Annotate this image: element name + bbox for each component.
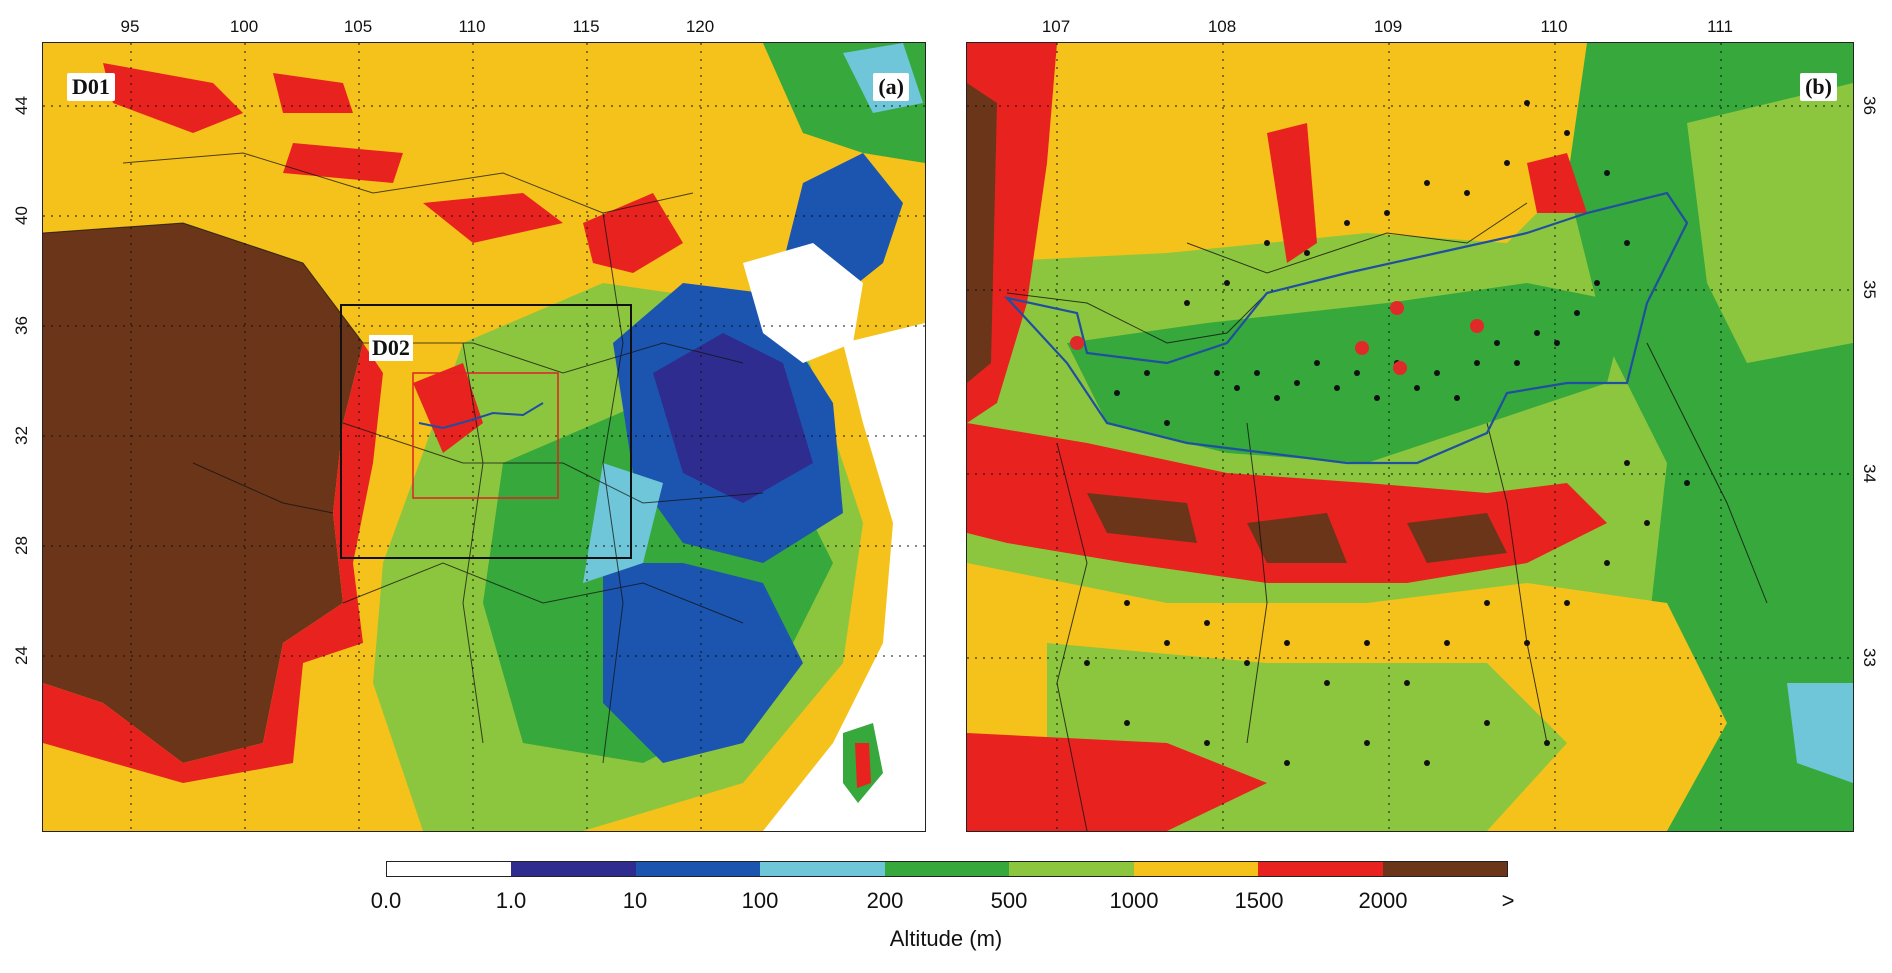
lat-tick-a-5: 28 xyxy=(11,536,31,555)
colorbar-segment xyxy=(1258,862,1383,876)
colorbar-label: 1500 xyxy=(1234,888,1284,913)
colorbar-label: 100 xyxy=(741,888,779,913)
lon-tick-a-4: 110 xyxy=(458,17,486,36)
colorbar-label: 500 xyxy=(990,888,1028,913)
colorbar-segment xyxy=(884,862,1010,876)
colorbar-segment xyxy=(1133,862,1259,876)
domain-label-d02: D02 xyxy=(369,335,413,361)
lon-tick-a-2: 100 xyxy=(229,17,259,36)
colorbar-segment xyxy=(511,862,636,876)
domain-label-d01: D01 xyxy=(67,73,115,101)
colorbar-segment xyxy=(635,862,761,876)
colorbar-segment xyxy=(1009,862,1134,876)
map-panel-b: (b) xyxy=(966,42,1854,832)
lon-tick-b-2: 108 xyxy=(1207,17,1237,36)
colorbar-label: > xyxy=(1501,888,1515,913)
elevation-map-b xyxy=(967,43,1853,831)
colorbar-segment xyxy=(760,862,885,876)
lon-tick-a-6: 120 xyxy=(685,17,715,36)
lat-tick-b-4: 33 xyxy=(1859,648,1879,667)
colorbar-segment xyxy=(1382,862,1507,876)
lat-tick-a-6: 24 xyxy=(11,646,31,665)
colorbar-label: 1.0 xyxy=(495,888,527,913)
colorbar-label: 2000 xyxy=(1358,888,1408,913)
lon-tick-b-3: 109 xyxy=(1373,17,1403,36)
lon-tick-a-5: 115 xyxy=(572,17,600,36)
altitude-colorbar xyxy=(386,861,1508,877)
lat-tick-b-3: 34 xyxy=(1859,464,1879,483)
elevation-map-a xyxy=(43,43,925,831)
lat-tick-b-1: 36 xyxy=(1859,96,1879,115)
map-panel-a: D01 (a) D02 xyxy=(42,42,926,832)
lat-tick-a-4: 32 xyxy=(11,426,31,445)
colorbar-label: 1000 xyxy=(1109,888,1159,913)
lon-tick-b-1: 107 xyxy=(1041,17,1071,36)
colorbar-segment xyxy=(387,862,512,876)
lon-tick-a-3: 105 xyxy=(343,17,373,36)
colorbar-label: 10 xyxy=(622,888,648,913)
panel-label-b: (b) xyxy=(1800,73,1837,101)
lon-tick-a-1: 95 xyxy=(120,17,140,36)
lat-tick-a-3: 36 xyxy=(11,316,31,335)
colorbar-title: Altitude (m) xyxy=(889,926,1003,951)
lat-tick-a-2: 40 xyxy=(11,206,31,225)
panel-label-a: (a) xyxy=(873,73,909,101)
colorbar-label: 0.0 xyxy=(370,888,402,913)
colorbar-label: 200 xyxy=(866,888,904,913)
lat-tick-a-1: 44 xyxy=(11,96,31,115)
lat-tick-b-2: 35 xyxy=(1859,280,1879,299)
lon-tick-b-5: 111 xyxy=(1707,17,1733,36)
lon-tick-b-4: 110 xyxy=(1540,17,1568,36)
